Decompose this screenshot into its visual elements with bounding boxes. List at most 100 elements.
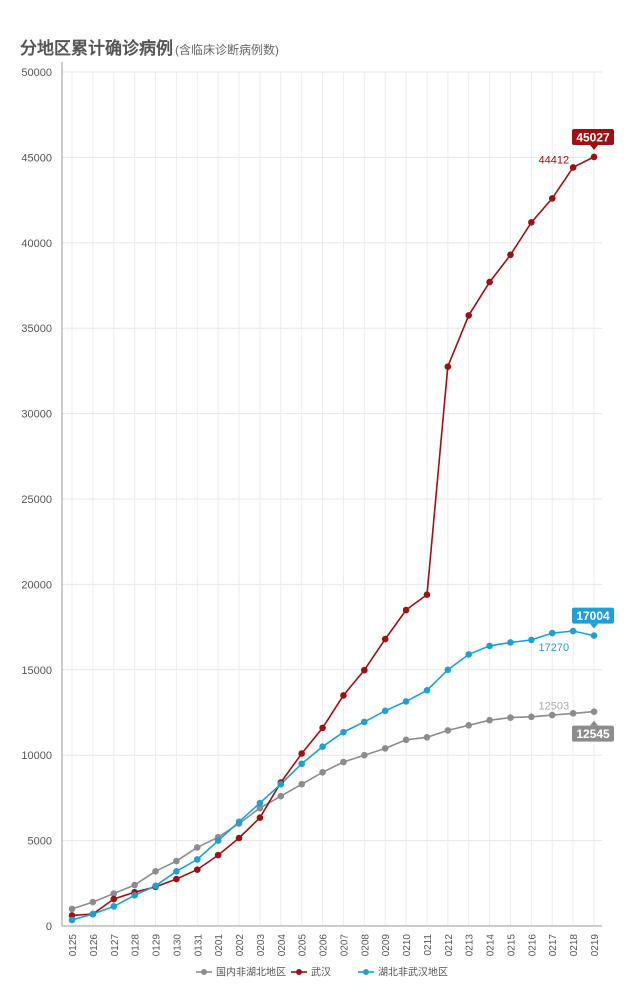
data-point xyxy=(465,651,473,658)
data-point xyxy=(361,666,368,674)
legend-swatch-dot xyxy=(201,969,207,975)
y-tick-label: 5000 xyxy=(28,836,52,848)
value-badge-label: 45027 xyxy=(576,130,610,144)
data-point xyxy=(298,780,305,788)
data-point xyxy=(590,632,598,639)
y-tick-label: 15000 xyxy=(21,665,52,677)
annotations: 44412 45027 17270 17004 12503 12545 xyxy=(539,128,614,742)
data-point xyxy=(110,890,118,897)
series-line xyxy=(71,156,595,917)
data-point xyxy=(486,642,493,650)
y-tick-label: 35000 xyxy=(21,323,52,335)
data-point xyxy=(444,666,452,674)
data-point xyxy=(298,760,305,768)
data-point xyxy=(486,716,493,724)
data-point xyxy=(569,164,577,171)
badge-pointer xyxy=(590,623,598,629)
x-tick-label: 0131 xyxy=(193,934,204,957)
data-point xyxy=(298,750,305,757)
value-label: 12503 xyxy=(539,700,570,712)
x-tick-label: 0130 xyxy=(172,934,183,957)
data-point xyxy=(256,799,264,807)
data-point xyxy=(193,866,201,873)
x-tick-label: 0218 xyxy=(569,934,580,957)
data-point xyxy=(548,195,556,202)
data-point xyxy=(423,733,431,741)
x-tick-label: 0128 xyxy=(131,934,142,957)
data-point xyxy=(507,639,514,646)
x-tick-label: 0210 xyxy=(402,934,413,957)
data-point xyxy=(507,251,514,259)
x-tick-label: 0216 xyxy=(527,934,538,957)
badge-pointer xyxy=(590,144,598,150)
data-point xyxy=(110,895,118,903)
data-point xyxy=(256,814,264,822)
data-point xyxy=(68,916,76,924)
x-tick-label: 0219 xyxy=(590,934,601,957)
data-point xyxy=(381,635,389,643)
data-point xyxy=(193,856,201,863)
legend-label: 国内非湖北地区 xyxy=(216,966,286,979)
x-tick-label: 0203 xyxy=(256,934,267,957)
y-tick-label: 0 xyxy=(46,921,52,933)
x-tick-label: 0202 xyxy=(235,934,246,957)
data-point xyxy=(319,724,326,732)
data-point xyxy=(340,758,347,766)
data-point xyxy=(89,898,97,906)
x-tick-label: 0209 xyxy=(381,934,392,957)
data-point xyxy=(528,713,535,721)
data-point xyxy=(528,636,535,644)
data-point xyxy=(173,875,180,883)
data-point xyxy=(319,743,326,750)
x-tick-label: 0125 xyxy=(68,934,79,957)
data-point xyxy=(444,363,452,370)
legend-label: 武汉 xyxy=(311,966,331,979)
data-point xyxy=(402,698,410,705)
legend-swatch-dot xyxy=(363,969,369,975)
data-point xyxy=(235,834,243,842)
legend-swatch-dot xyxy=(296,969,302,975)
data-point xyxy=(110,903,118,910)
value-label: 17270 xyxy=(539,642,570,654)
data-point xyxy=(68,905,76,913)
value-label: 44412 xyxy=(539,154,570,166)
data-point xyxy=(569,710,577,717)
x-tick-label: 0206 xyxy=(319,934,330,957)
series-lines xyxy=(71,156,595,921)
data-point xyxy=(590,153,598,161)
data-point xyxy=(423,686,431,694)
x-tick-label: 0127 xyxy=(110,934,121,957)
y-tick-label: 25000 xyxy=(21,494,52,506)
value-badge xyxy=(572,607,614,624)
data-point xyxy=(590,708,598,715)
data-point xyxy=(402,736,410,744)
data-point xyxy=(214,837,222,844)
chart-title-main: 分地区累计确诊病例 xyxy=(20,39,173,58)
x-tick-label: 0201 xyxy=(214,934,225,957)
x-tick-label: 0204 xyxy=(277,934,288,957)
chart-subtitle: (含临床诊断病例数) xyxy=(175,43,279,57)
data-point xyxy=(277,792,285,800)
y-tick-label: 50000 xyxy=(21,67,52,79)
data-point xyxy=(465,312,473,319)
x-tick-label: 0211 xyxy=(423,934,434,956)
data-point xyxy=(381,707,389,715)
data-point xyxy=(131,881,138,889)
data-point xyxy=(444,727,452,734)
x-tick-label: 0215 xyxy=(506,934,517,957)
data-point xyxy=(340,728,347,736)
x-tick-label: 0212 xyxy=(444,934,455,957)
data-point xyxy=(548,711,556,719)
data-point xyxy=(131,891,138,899)
x-tick-label: 0217 xyxy=(548,934,559,957)
data-point xyxy=(465,722,473,729)
data-point xyxy=(361,718,368,726)
data-point xyxy=(173,868,180,875)
data-point xyxy=(152,868,159,875)
chart-title: 分地区累计确诊病例 (含临床诊断病例数) xyxy=(20,34,279,59)
data-point xyxy=(381,745,389,752)
x-tick-label: 0213 xyxy=(465,934,476,957)
data-point xyxy=(548,629,556,637)
y-tick-label: 40000 xyxy=(21,238,52,250)
